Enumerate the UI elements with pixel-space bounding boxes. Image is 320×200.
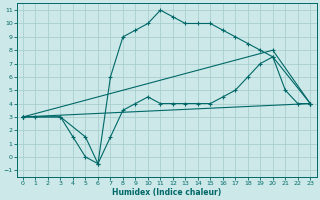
X-axis label: Humidex (Indice chaleur): Humidex (Indice chaleur) bbox=[112, 188, 221, 197]
